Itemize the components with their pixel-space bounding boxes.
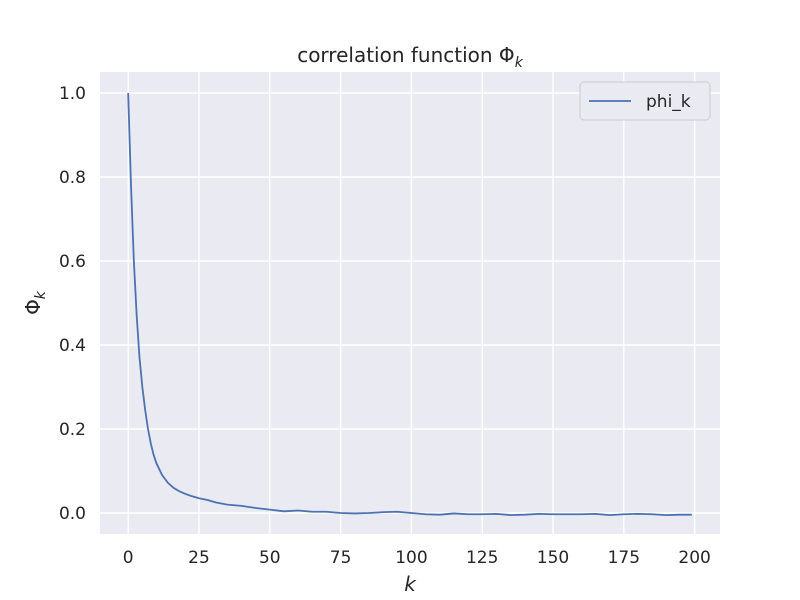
chart-title-text: correlation function Φ bbox=[297, 43, 514, 67]
y-tick-label: 1.0 bbox=[59, 84, 86, 104]
x-tick-label: 175 bbox=[608, 548, 640, 568]
grid bbox=[100, 72, 720, 534]
x-tick-label: 150 bbox=[537, 548, 569, 568]
plot-area bbox=[100, 72, 720, 534]
tick-labels: 0 25 50 75 100 125 150 175 200 0.0 0.2 0.4 0.6 0.8 1.0 bbox=[59, 84, 711, 568]
x-axis-label: k bbox=[404, 572, 417, 596]
chart-title-subscript: k bbox=[515, 55, 524, 71]
y-tick-label: 0.2 bbox=[59, 420, 86, 440]
y-axis-label: Φk bbox=[21, 290, 49, 315]
x-tick-label: 100 bbox=[395, 548, 427, 568]
legend-label: phi_k bbox=[646, 92, 691, 112]
legend: phi_k bbox=[579, 81, 711, 121]
y-axis-label-subscript: k bbox=[33, 290, 49, 299]
x-tick-label: 75 bbox=[330, 548, 352, 568]
legend-box bbox=[579, 81, 711, 121]
x-tick-label: 25 bbox=[188, 548, 210, 568]
x-tick-label: 125 bbox=[466, 548, 498, 568]
series-line-phi_k bbox=[127, 92, 692, 516]
y-tick-label: 0.0 bbox=[59, 504, 86, 524]
series-layer bbox=[127, 92, 692, 516]
y-axis-label-text: Φ bbox=[21, 299, 45, 315]
chart-title: correlation function Φk bbox=[297, 43, 523, 71]
x-tick-label: 0 bbox=[123, 548, 134, 568]
y-tick-label: 0.6 bbox=[59, 252, 86, 272]
x-tick-label: 200 bbox=[678, 548, 710, 568]
y-tick-label: 0.8 bbox=[59, 168, 86, 188]
y-tick-label: 0.4 bbox=[59, 336, 86, 356]
x-tick-label: 50 bbox=[259, 548, 281, 568]
